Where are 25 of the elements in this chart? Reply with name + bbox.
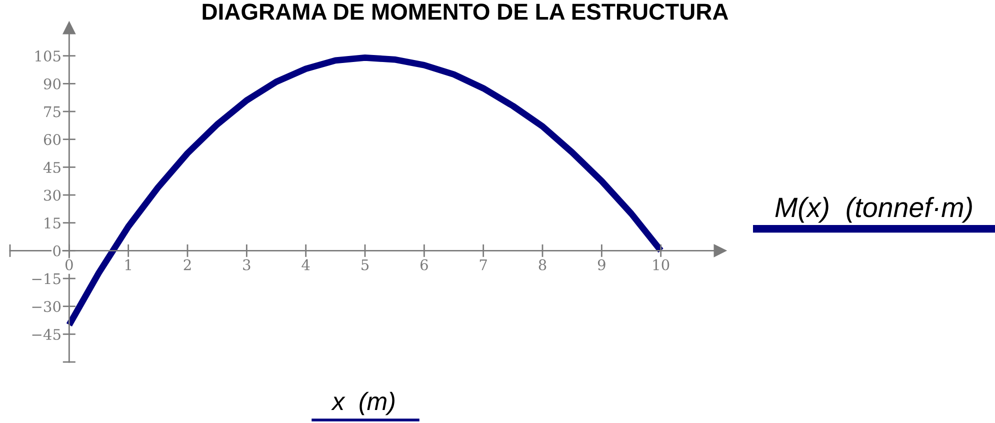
x-tick-label: 1 — [125, 259, 131, 270]
x-axis-title: x (m) — [331, 392, 394, 416]
x-tick-label: 6 — [420, 259, 428, 270]
y-tick-label: 105 — [35, 50, 60, 62]
y-tick-label: 0 — [53, 245, 61, 256]
y-tick-label: −30 — [32, 301, 61, 312]
x-tick-label: 5 — [362, 259, 369, 270]
y-tick-label: 30 — [44, 190, 61, 201]
y-tick-label: 60 — [44, 134, 61, 146]
x-tick-label: 9 — [598, 259, 606, 270]
y-tick-label: 15 — [44, 218, 60, 229]
x-tick-label: 7 — [480, 259, 487, 270]
y-tick-label: 90 — [44, 78, 61, 90]
y-tick-label: 45 — [43, 162, 60, 173]
y-tick-label: 75 — [44, 106, 60, 118]
x-tick-label: 3 — [243, 259, 250, 270]
x-tick-label: 2 — [184, 259, 191, 270]
y-tick-label: −45 — [32, 328, 60, 340]
x-tick-label: 8 — [538, 259, 546, 270]
text: M(x) (tonnef·m) — [775, 196, 972, 223]
chart-title: DIAGRAMA DE MOMENTO DE LA ESTRUCTURA — [202, 4, 728, 20]
x-tick-label: 0 — [65, 259, 73, 270]
y-tick-label: −15 — [32, 273, 60, 284]
x-tick-label: 4 — [302, 259, 310, 270]
x-tick-label: 10 — [653, 259, 670, 270]
